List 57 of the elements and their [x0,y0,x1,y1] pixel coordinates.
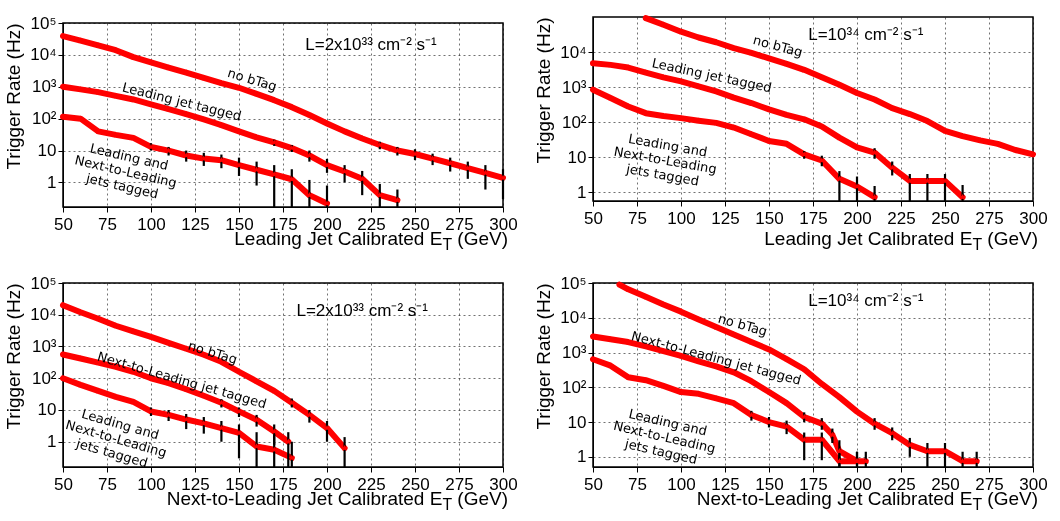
y-tick-label: 10² [31,368,57,388]
y-tick-label: 10 [567,147,587,167]
x-tick-label: 50 [584,474,603,494]
x-tick-label: 200 [843,208,872,228]
x-tick-label: 75 [98,214,117,234]
y-tick-label: 1 [577,182,587,202]
x-tick-label: 150 [755,208,784,228]
x-tick-label: 175 [799,208,828,228]
y-tick-label: 10 [37,400,57,420]
x-tick-label: 300 [1019,208,1048,228]
y-tick-label: 10⁵ [30,13,57,33]
x-tick-label: 75 [628,208,647,228]
y-tick-label: 1 [47,172,57,192]
x-tick-label: 225 [887,208,916,228]
x-tick-label: 100 [667,474,696,494]
annotation: L=10³⁴ cm⁻² s⁻¹ [808,291,924,311]
y-tick-label: 10³ [31,336,57,356]
y-axis-title: Trigger Rate (Hz) [3,23,25,170]
x-tick-label: 100 [667,208,696,228]
y-tick-label: 10² [31,109,57,129]
y-tick-label: 10⁵ [30,273,57,293]
y-tick-label: 10² [561,112,587,132]
x-tick-label: 100 [137,214,166,234]
text: no bTag [716,310,770,340]
y-tick-label: 10⁴ [30,305,57,325]
x-tick-label: 100 [137,474,166,494]
y-tick-label: 10⁵ [560,273,587,293]
x-tick-label: 50 [54,474,73,494]
y-tick-label: 10 [567,412,587,432]
y-tick-label: 1 [47,432,57,452]
x-tick-label: 75 [98,474,117,494]
x-tick-label: 125 [181,474,210,494]
y-tick-label: 10³ [561,343,587,363]
y-axis-title: Trigger Rate (Hz) [3,283,25,430]
text: no bTag [225,64,279,95]
annotation: L=10³⁴ cm⁻² s⁻¹ [808,25,924,45]
y-axis-title: Trigger Rate (Hz) [533,283,555,430]
x-tick-label: 50 [584,208,603,228]
y-tick-label: 10⁴ [30,45,57,65]
y-tick-label: 10³ [31,77,57,97]
annotation: L=2x10³³ cm⁻² s⁻¹ [305,35,438,55]
x-tick-label: 75 [628,474,647,494]
y-tick-label: 10² [561,377,587,397]
x-axis-title: Leading Jet Calibrated E$_{T}$ (GeV) [764,228,1038,254]
y-tick-label: 10⁴ [560,42,587,62]
x-tick-label: 250 [931,208,960,228]
y-tick-label: 1 [577,447,587,467]
x-tick-label: 125 [181,214,210,234]
y-tick-label: 10 [37,141,57,161]
y-tick-label: 10⁴ [560,308,587,328]
annotation: L=2x10³³ cm⁻² s⁻¹ [296,300,429,320]
x-tick-label: 125 [711,208,740,228]
y-axis-title: Trigger Rate (Hz) [533,17,555,164]
x-tick-label: 50 [54,214,73,234]
x-tick-label: 275 [975,208,1004,228]
x-tick-label: 125 [711,474,740,494]
y-tick-label: 10³ [561,77,587,97]
